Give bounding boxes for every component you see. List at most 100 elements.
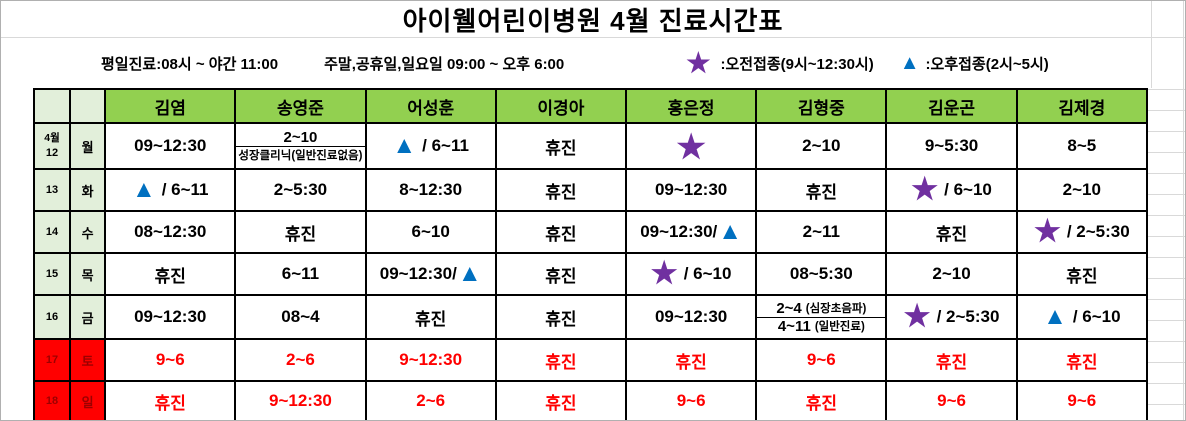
schedule-cell[interactable]: 휴진 <box>494 294 628 340</box>
schedule-cell[interactable]: 2~10 <box>755 122 888 170</box>
schedule-cell[interactable]: 휴진 <box>104 380 237 420</box>
schedule-row: 18 일 휴진 9~12:30 2~6 휴진 9~6 휴진 9~6 9~6 <box>32 380 1149 420</box>
schedule-cell[interactable]: 2~6 <box>234 338 367 382</box>
weekday-hours-label: 평일진료:08시 ~ 야간 11:00 <box>101 55 279 73</box>
star-icon: ★ <box>1033 215 1061 248</box>
schedule-cell[interactable]: ★/ 2~5:30 <box>1015 210 1149 254</box>
schedule-cell[interactable]: ★/ 6~10 <box>624 252 758 296</box>
schedule-cell[interactable]: 09~12:30/▲ <box>364 252 497 296</box>
schedule-cell[interactable]: 휴진 <box>104 252 237 296</box>
schedule-cell[interactable]: 09~12:30 <box>624 294 758 340</box>
day-cell[interactable]: 목 <box>69 252 107 296</box>
date-cell[interactable]: 17 <box>32 338 72 382</box>
doctor-header[interactable]: 송영준 <box>234 88 367 124</box>
doctor-header[interactable]: 김염 <box>104 88 237 124</box>
schedule-cell[interactable]: 09~12:30/▲ <box>624 210 758 254</box>
schedule-cell[interactable]: 휴진 <box>234 210 367 254</box>
day-cell[interactable]: 금 <box>69 294 107 340</box>
doctor-header[interactable]: 김형중 <box>755 88 888 124</box>
schedule-cell[interactable]: 휴진 <box>494 380 628 420</box>
schedule-cell[interactable]: 휴진 <box>624 338 758 382</box>
schedule-cell[interactable]: ★/ 6~10 <box>885 168 1018 212</box>
schedule-cell[interactable]: 9~12:30 <box>234 380 367 420</box>
date-cell[interactable]: 16 <box>32 294 72 340</box>
doctor-header[interactable]: 김운곤 <box>885 88 1018 124</box>
schedule-cell[interactable]: 휴진 <box>885 210 1018 254</box>
schedule-cell[interactable]: 휴진 <box>1015 252 1149 296</box>
schedule-cell[interactable]: 휴진 <box>494 168 628 212</box>
date-cell[interactable]: 14 <box>32 210 72 254</box>
date-cell[interactable]: 13 <box>32 168 72 212</box>
split-cell-part: 성장클리닉(일반진료없음) <box>237 146 364 163</box>
morning-vaccination-label: :오전접종(9시~12:30시) <box>720 55 874 73</box>
doctor-header[interactable]: 어성훈 <box>364 88 497 124</box>
schedule-cell[interactable]: 2~10 <box>885 252 1018 296</box>
day-cell[interactable]: 화 <box>69 168 107 212</box>
schedule-cell[interactable]: 9~12:30 <box>364 338 497 382</box>
date-cell[interactable]: 15 <box>32 252 72 296</box>
schedule-cell[interactable]: 휴진 <box>755 168 888 212</box>
schedule-cell[interactable]: 휴진 <box>755 380 888 420</box>
schedule-cell[interactable]: 휴진 <box>494 122 628 170</box>
split-cell-part: 2~4 (심장초음파) <box>776 299 867 317</box>
schedule-cell[interactable]: 8~5 <box>1015 122 1149 170</box>
schedule-cell[interactable]: 08~12:30 <box>104 210 237 254</box>
schedule-cell[interactable]: ★ <box>624 122 758 170</box>
doctor-header[interactable]: 이경아 <box>494 88 628 124</box>
schedule-cell[interactable]: 휴진 <box>494 338 628 382</box>
schedule-cell[interactable]: 9~5:30 <box>885 122 1018 170</box>
schedule-cell[interactable]: 휴진 <box>885 338 1018 382</box>
triangle-icon: ▲ <box>392 132 417 159</box>
schedule-cell[interactable]: 2~6 <box>364 380 497 420</box>
schedule-header: 김염 송영준 어성훈 이경아 홍은정 김형중 김운곤 김제경 <box>32 88 1149 124</box>
schedule-cell[interactable]: 2~4 (심장초음파) 4~11 (일반진료) <box>755 294 888 340</box>
doctor-header[interactable]: 홍은정 <box>624 88 758 124</box>
schedule-cell[interactable]: ▲/ 6~11 <box>364 122 497 170</box>
split-cell-part: 4~11 (일반진료) <box>758 316 885 335</box>
star-icon: ★ <box>676 127 706 165</box>
schedule-cell[interactable]: 9~6 <box>104 338 237 382</box>
day-cell[interactable]: 월 <box>69 122 107 170</box>
corner-cell[interactable] <box>69 88 107 124</box>
date-cell[interactable]: 4월 12 <box>32 122 72 170</box>
gridline <box>1148 89 1185 419</box>
schedule-cell[interactable]: ★/ 2~5:30 <box>885 294 1018 340</box>
weekend-hours-label: 주말,공휴일,일요일 09:00 ~ 오후 6:00 <box>324 55 565 73</box>
schedule-cell[interactable]: 08~4 <box>234 294 367 340</box>
schedule-cell[interactable]: 휴진 <box>1015 338 1149 382</box>
schedule-cell[interactable]: 9~6 <box>624 380 758 420</box>
doctor-header[interactable]: 김제경 <box>1015 88 1149 124</box>
schedule-cell[interactable]: 9~6 <box>1015 380 1149 420</box>
star-icon: ★ <box>686 47 711 78</box>
schedule-cell[interactable]: 09~12:30 <box>104 122 237 170</box>
day-cell[interactable]: 수 <box>69 210 107 254</box>
schedule-cell[interactable]: 휴진 <box>364 294 497 340</box>
schedule-cell[interactable]: 8~12:30 <box>364 168 497 212</box>
schedule-cell[interactable]: 2~10 성장클리닉(일반진료없음) <box>234 122 367 170</box>
schedule-cell[interactable]: ▲/ 6~11 <box>104 168 237 212</box>
schedule-cell[interactable]: 08~5:30 <box>755 252 888 296</box>
schedule-row: 16 금 09~12:30 08~4 휴진 휴진 09~12:30 2~4 (심장초음파) 4~1… <box>32 294 1149 340</box>
schedule-cell[interactable]: 09~12:30 <box>104 294 237 340</box>
gridline <box>1151 1 1152 88</box>
date-cell[interactable]: 18 <box>32 380 72 420</box>
schedule-cell[interactable]: 2~11 <box>755 210 888 254</box>
day-cell[interactable]: 일 <box>69 380 107 420</box>
schedule-cell[interactable]: 휴진 <box>494 210 628 254</box>
schedule-cell[interactable]: 6~11 <box>234 252 367 296</box>
schedule-row: 13 화 ▲/ 6~11 2~5:30 8~12:30 휴진 09~12:30 휴진 ★/ 6~… <box>32 168 1149 212</box>
schedule-cell[interactable]: 9~6 <box>755 338 888 382</box>
schedule-cell[interactable]: 휴진 <box>494 252 628 296</box>
triangle-icon: ▲ <box>899 52 920 74</box>
corner-cell[interactable] <box>32 88 72 124</box>
schedule-cell[interactable]: 6~10 <box>364 210 497 254</box>
schedule-cell[interactable]: 9~6 <box>885 380 1018 420</box>
schedule-cell[interactable]: 2~5:30 <box>234 168 367 212</box>
header-row: 김염 송영준 어성훈 이경아 홍은정 김형중 김운곤 김제경 <box>32 88 1149 124</box>
star-icon: ★ <box>903 300 931 333</box>
schedule-cell[interactable]: 2~10 <box>1015 168 1149 212</box>
day-cell[interactable]: 토 <box>69 338 107 382</box>
schedule-cell[interactable]: ▲/ 6~10 <box>1015 294 1149 340</box>
schedule-cell[interactable]: 09~12:30 <box>624 168 758 212</box>
triangle-icon: ▲ <box>131 176 156 203</box>
